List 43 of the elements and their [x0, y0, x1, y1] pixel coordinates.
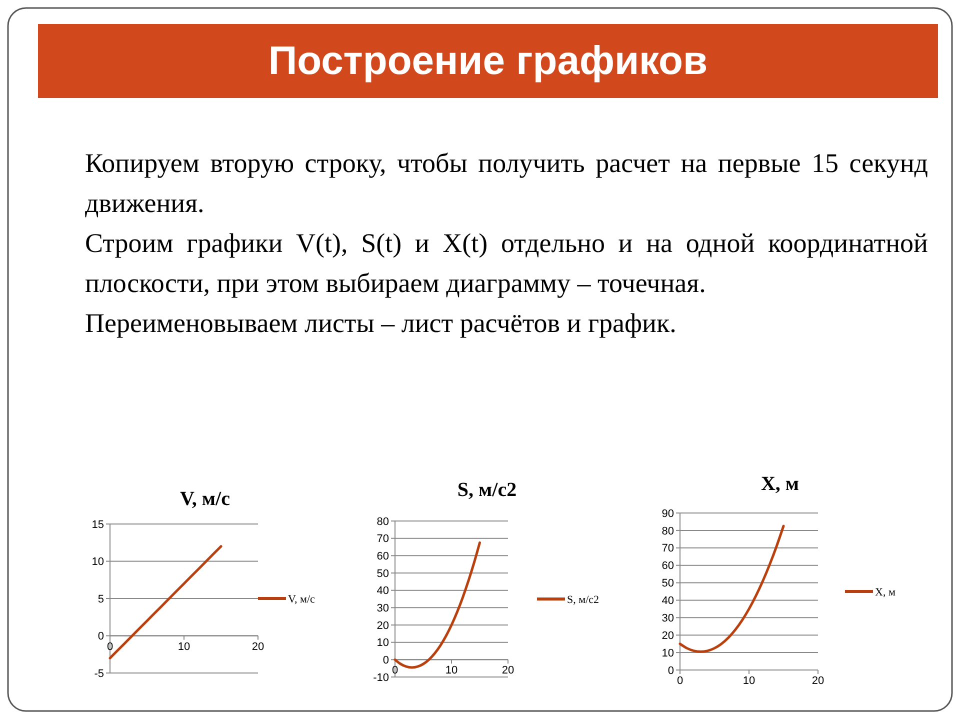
text: Построение графиков [268, 39, 708, 83]
x-tick-label: 0 [106, 640, 114, 653]
legend-label: X, м [875, 586, 896, 598]
y-tick-label: -10 [373, 672, 389, 684]
y-tick-label: 0 [98, 630, 104, 643]
x-tick-label: 10 [178, 640, 190, 653]
y-tick-label: 80 [376, 516, 389, 528]
x-tick-label: 20 [812, 675, 824, 687]
y-tick-label: 70 [376, 533, 389, 546]
y-tick-label: -5 [94, 668, 104, 680]
x-tick-label: 20 [252, 640, 264, 653]
y-tick-label: 20 [376, 620, 389, 632]
y-tick-label: 40 [662, 595, 674, 608]
y-tick-label: 40 [376, 585, 389, 598]
line-series [108, 545, 222, 660]
y-tick-label: 30 [376, 602, 389, 615]
y-tick-label: 80 [662, 525, 674, 538]
y-tick-label: 90 [662, 508, 674, 520]
y-tick-label: 5 [98, 593, 104, 606]
y-tick-label: 20 [662, 630, 674, 642]
y-tick-label: 50 [662, 578, 674, 590]
y-tick-label: 50 [376, 568, 389, 580]
x-tick-label: 0 [676, 675, 684, 687]
chart-title: S, м/с2 [457, 479, 517, 501]
legend-label: S, м/с2 [567, 594, 600, 606]
chart-title: X, м [760, 473, 800, 495]
y-tick-label: 60 [376, 550, 389, 563]
chart-title: V, м/с [180, 488, 230, 510]
x-tick-label: 10 [445, 664, 458, 677]
y-tick-label: 10 [92, 556, 104, 568]
y-tick-label: 60 [662, 560, 674, 572]
x-tick-label: 10 [742, 675, 756, 687]
text: Копируем вторую строку, чтобы получить расчет на первые 15 секунд движения. [85, 148, 928, 218]
legend-label: V, м/с [288, 593, 316, 606]
x-tick-label: 20 [502, 664, 514, 677]
x-tick-label: 0 [392, 664, 398, 677]
y-tick-label: 15 [92, 518, 104, 531]
text: Строим графики V(t), S(t) и X(t) отдельно и на одной координатной плоскости, при этом выбираем диаграмму – точечная. [85, 228, 928, 298]
line-series [678, 524, 785, 653]
y-tick-label: 30 [662, 612, 674, 625]
y-tick-label: 0 [382, 654, 389, 667]
text: Переименовываем листы – лист расчётов и график. [85, 308, 676, 338]
y-tick-label: 70 [662, 542, 674, 555]
